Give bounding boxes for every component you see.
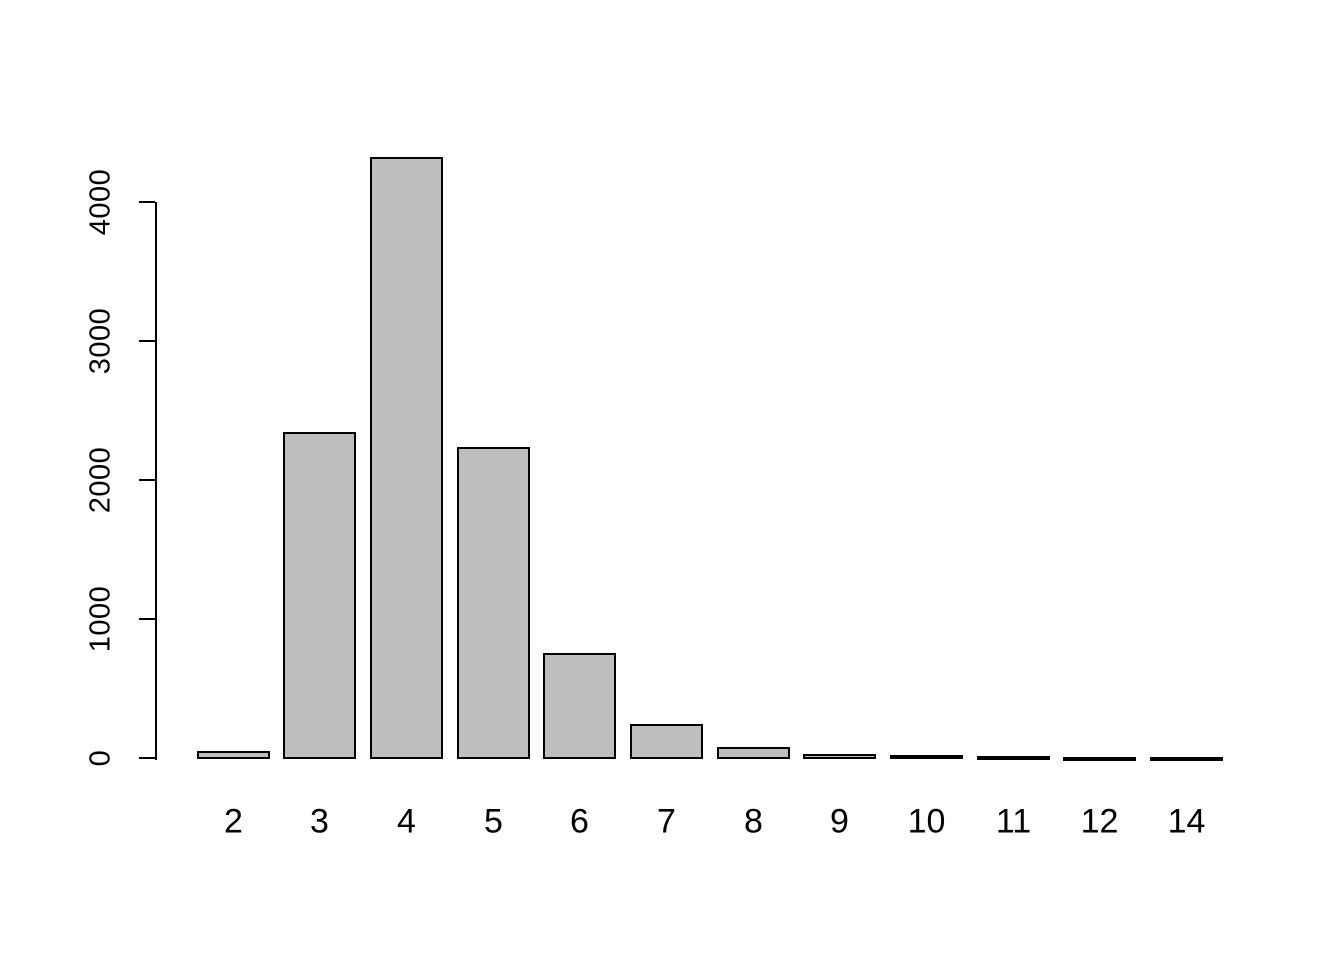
y-axis-tick-label: 4000 <box>84 168 117 236</box>
x-axis-label-14: 14 <box>1167 802 1206 841</box>
y-axis-tick <box>139 618 155 620</box>
bar-4 <box>370 157 443 759</box>
bar-8 <box>717 747 790 759</box>
x-axis-label-6: 6 <box>570 802 589 841</box>
y-axis-tick-label: 2000 <box>84 446 117 514</box>
x-axis-label-11: 11 <box>995 802 1032 841</box>
x-axis-label-10: 10 <box>907 802 946 841</box>
y-axis-tick <box>139 201 155 203</box>
x-axis-label-5: 5 <box>484 802 503 841</box>
bar-5 <box>457 447 530 759</box>
x-axis-label-7: 7 <box>657 802 676 841</box>
x-axis-label-12: 12 <box>1080 802 1119 841</box>
bar-11 <box>977 756 1050 760</box>
bar-6 <box>543 653 616 759</box>
bar-2 <box>197 751 270 759</box>
x-axis-label-4: 4 <box>397 802 416 841</box>
bar-7 <box>630 724 703 759</box>
bar-9 <box>803 754 876 759</box>
x-axis-label-8: 8 <box>744 802 763 841</box>
x-axis-label-9: 9 <box>830 802 849 841</box>
y-axis-line <box>155 202 157 760</box>
bar-14 <box>1150 757 1223 761</box>
x-axis-label-2: 2 <box>224 802 243 841</box>
y-axis-tick <box>139 479 155 481</box>
bar-10 <box>890 755 963 759</box>
x-axis-label-3: 3 <box>310 802 329 841</box>
y-axis-tick-label: 3000 <box>84 307 117 375</box>
bar-3 <box>283 432 356 759</box>
y-axis-tick <box>139 757 155 759</box>
y-axis-tick-label: 0 <box>84 749 117 767</box>
y-axis-tick-label: 1000 <box>84 585 117 653</box>
bar-12 <box>1063 757 1136 761</box>
y-axis-tick <box>139 340 155 342</box>
